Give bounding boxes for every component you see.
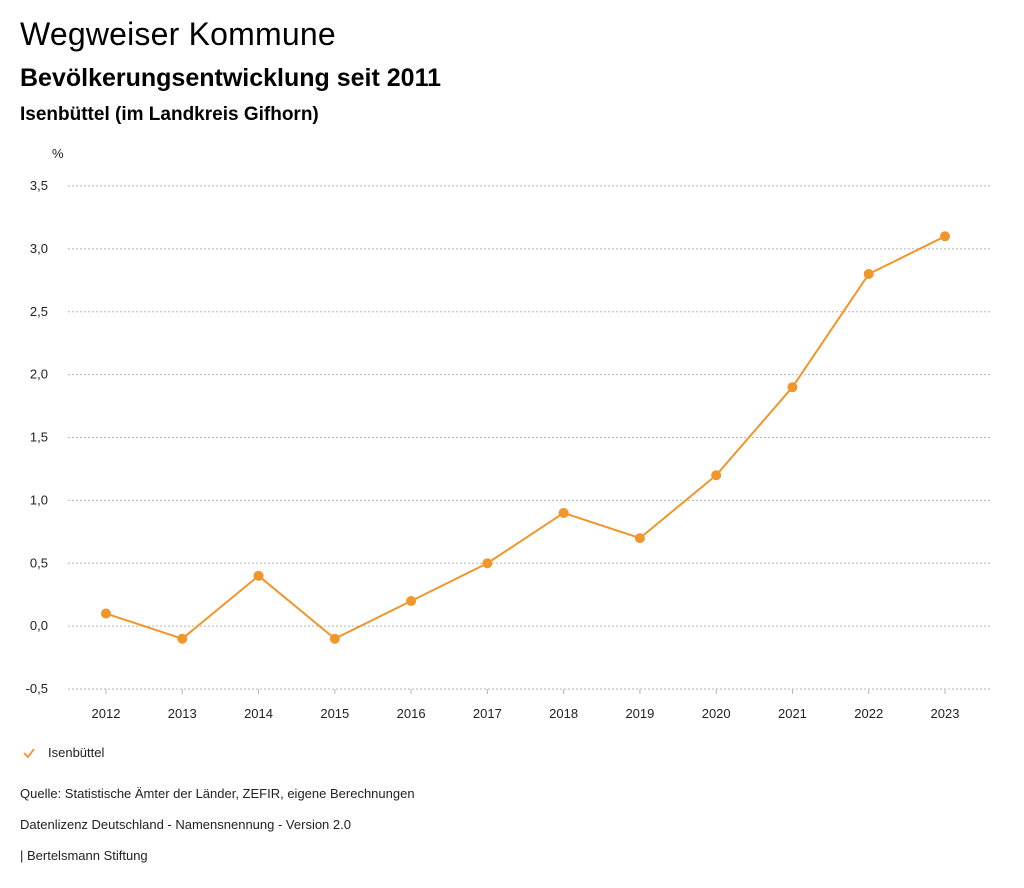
license-note: Datenlizenz Deutschland - Namensnennung … <box>20 817 351 832</box>
publisher-note: | Bertelsmann Stiftung <box>20 848 148 863</box>
data-point[interactable] <box>101 608 111 619</box>
data-point[interactable] <box>329 633 340 644</box>
series-group <box>101 231 950 644</box>
data-point[interactable] <box>711 470 722 481</box>
y-axis-unit-label: % <box>52 146 64 161</box>
x-tick-label: 2014 <box>244 706 273 721</box>
source-note: Quelle: Statistische Ämter der Länder, Z… <box>20 786 415 801</box>
x-tick-label: 2013 <box>168 706 197 721</box>
data-point[interactable] <box>177 633 188 644</box>
line-chart: % 3,53,02,52,01,51,00,50,0-0,5 2012 2013 2… <box>26 146 990 721</box>
y-tick-label: -0,5 <box>26 681 48 696</box>
data-point[interactable] <box>406 595 417 606</box>
x-tick-label: 2015 <box>320 706 349 721</box>
chart-subtitle: Bevölkerungsentwicklung seit 2011 <box>20 64 441 92</box>
data-point[interactable] <box>940 231 950 242</box>
data-point[interactable] <box>787 382 798 393</box>
y-tick-label: 3,0 <box>30 241 48 256</box>
x-axis-ticks: 2012 2013 2014 2015 2016 2017 2018 2019 2020 2021… <box>92 689 960 721</box>
data-point[interactable] <box>634 533 645 544</box>
y-tick-label: 1,0 <box>30 492 48 507</box>
y-tick-label: 0,0 <box>30 618 48 633</box>
y-tick-label: 2,0 <box>30 367 48 382</box>
place-label: Isenbüttel (im Landkreis Gifhorn) <box>20 104 319 125</box>
data-point[interactable] <box>253 570 264 581</box>
check-icon <box>23 747 35 758</box>
x-tick-label: 2023 <box>931 706 960 721</box>
x-tick-label: 2012 <box>92 706 121 721</box>
data-point[interactable] <box>558 507 569 518</box>
series-line <box>105 235 946 640</box>
x-tick-label: 2021 <box>778 706 807 721</box>
data-point[interactable] <box>863 269 874 280</box>
page-title: Wegweiser Kommune <box>20 16 336 52</box>
gridlines <box>68 185 990 690</box>
y-tick-label: 1,5 <box>30 430 48 445</box>
x-tick-label: 2022 <box>854 706 883 721</box>
legend-label: Isenbüttel <box>48 745 105 760</box>
y-tick-label: 2,5 <box>30 304 48 319</box>
y-tick-label: 3,5 <box>30 178 48 193</box>
x-tick-label: 2018 <box>549 706 578 721</box>
y-tick-label: 0,5 <box>30 555 48 570</box>
x-tick-label: 2019 <box>625 706 654 721</box>
y-axis-ticks: 3,5 3,0 2,5 2,0 1,5 1,0 0,5 0,0 -0,5 <box>26 178 48 696</box>
x-tick-label: 2016 <box>397 706 426 721</box>
data-point[interactable] <box>482 558 493 569</box>
x-tick-label: 2017 <box>473 706 502 721</box>
legend[interactable]: Isenbüttel <box>22 745 104 760</box>
x-tick-label: 2020 <box>702 706 731 721</box>
